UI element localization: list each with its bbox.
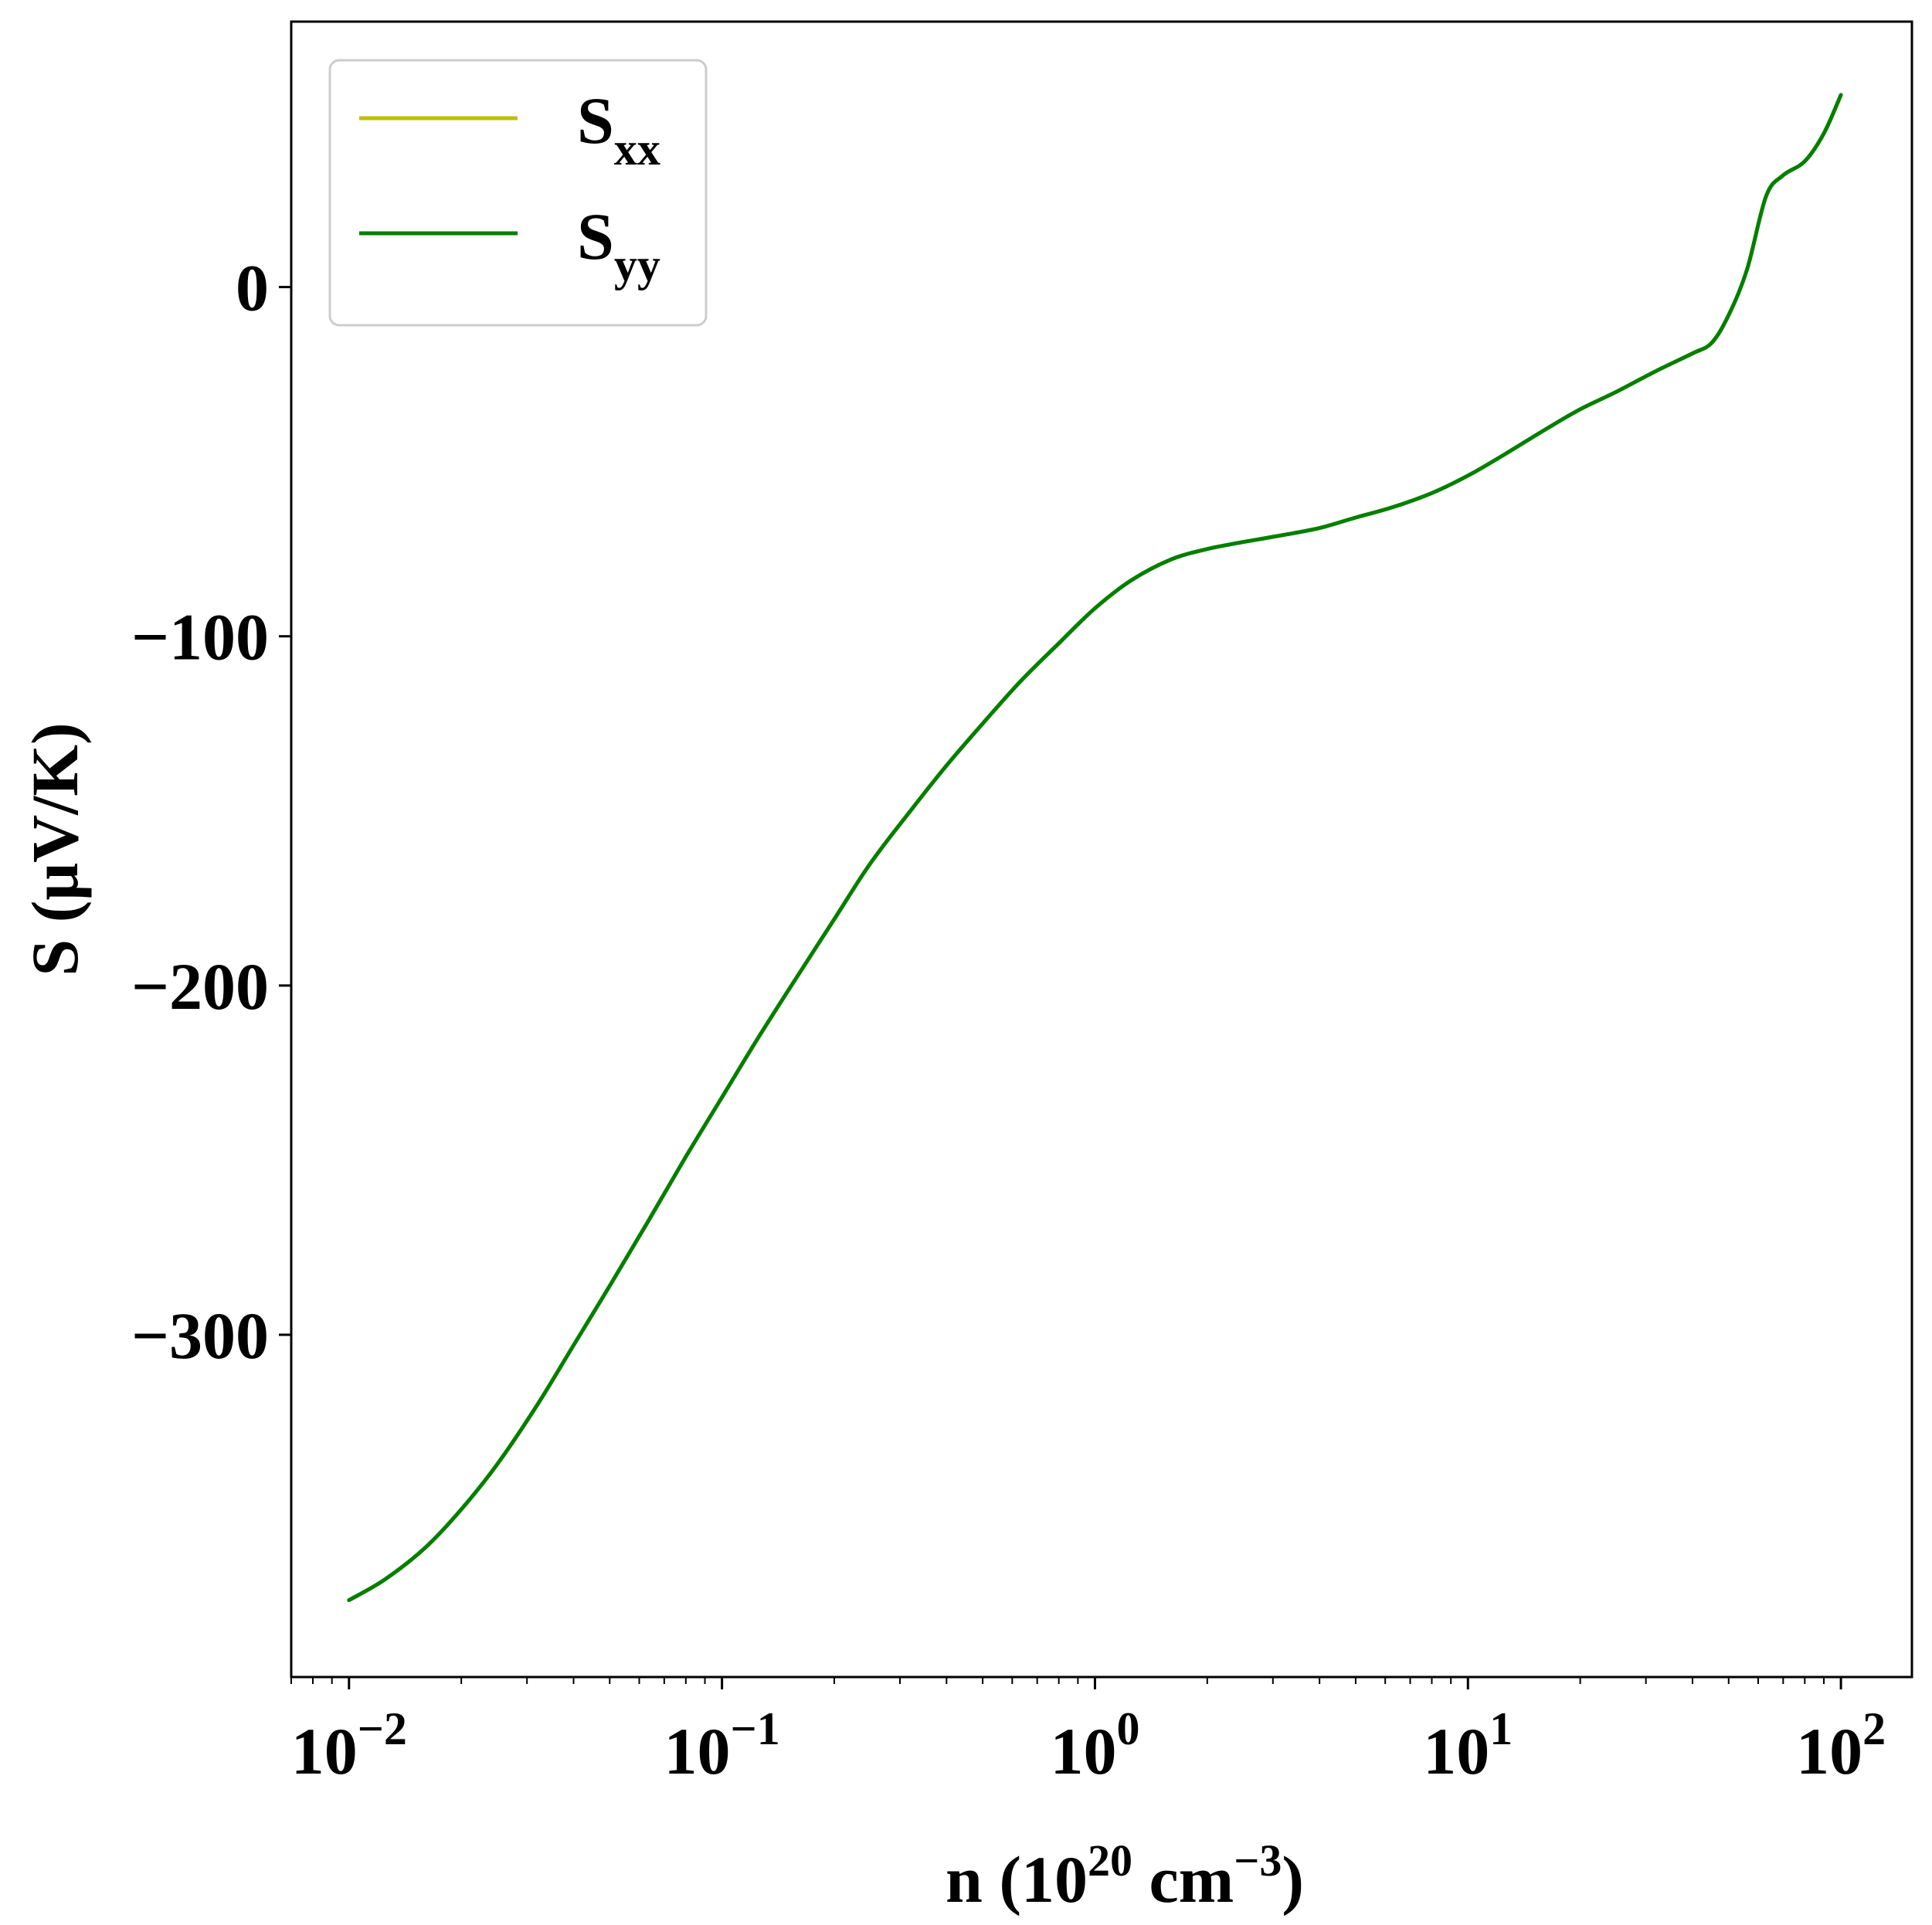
x-title-prefix: n (10	[946, 1842, 1088, 1917]
x-tick-label: 100	[1050, 1703, 1139, 1788]
legend-label-syy: Syy	[577, 199, 660, 290]
legend: Sxx Syy	[328, 59, 708, 327]
x-title-exp1: 20	[1088, 1835, 1132, 1886]
x-title-exp2: −3	[1234, 1835, 1282, 1886]
x-tick-base: 10	[664, 1714, 731, 1788]
x-tick-base: 10	[291, 1714, 358, 1788]
x-tick-exponent: −2	[358, 1703, 407, 1754]
y-axis-ticks: 0 −100 −200 −300	[131, 251, 291, 1373]
x-tick-base: 10	[1050, 1714, 1116, 1788]
y-tick-label: −200	[131, 949, 269, 1024]
y-axis-title: S (μV/K)	[18, 722, 92, 976]
x-axis-title: n (1020 cm−3)	[946, 1835, 1304, 1917]
x-tick-base: 10	[1796, 1714, 1862, 1788]
y-tick-label: −100	[131, 600, 269, 674]
x-tick-exponent: 0	[1116, 1703, 1139, 1754]
x-tick-exponent: 1	[1489, 1703, 1513, 1754]
series-line-syy	[347, 93, 1843, 1602]
x-tick-exponent: −1	[731, 1703, 780, 1754]
x-tick-label: 102	[1796, 1703, 1886, 1788]
legend-label-sxx: Sxx	[577, 83, 660, 175]
x-tick-label: 101	[1423, 1703, 1513, 1788]
x-title-middle: cm	[1132, 1842, 1234, 1917]
y-tick-label: −300	[131, 1299, 269, 1373]
x-title-suffix: )	[1282, 1842, 1304, 1917]
plot-lines	[347, 93, 1843, 1602]
plot-frame	[290, 20, 1913, 1679]
x-tick-label: 10−2	[291, 1703, 407, 1788]
x-axis-ticks: 10−2 10−1 100 101 102	[290, 1677, 1886, 1788]
x-tick-exponent: 2	[1862, 1703, 1886, 1754]
legend-box	[328, 59, 708, 327]
x-tick-label: 10−1	[664, 1703, 780, 1788]
x-tick-base: 10	[1423, 1714, 1489, 1788]
y-tick-label: 0	[236, 251, 269, 325]
